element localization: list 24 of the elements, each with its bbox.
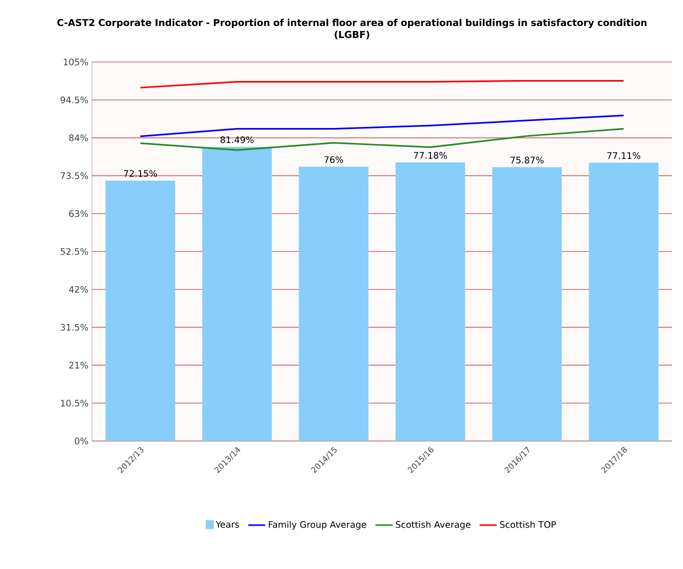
y-tick-label: 31.5%	[60, 324, 88, 331]
legend-label: Family Group Average	[268, 520, 366, 530]
data-label: 76%	[324, 156, 344, 163]
y-tick-label: 84%	[69, 134, 88, 142]
data-label: 75.87%	[510, 156, 544, 164]
y-tick-label: 21%	[69, 362, 88, 369]
line-series	[140, 114, 624, 138]
data-label: 72.15%	[124, 170, 157, 177]
y-tick-label: 63%	[69, 210, 88, 217]
legend-label: Scottish TOP	[500, 520, 556, 528]
data-label: 77.11%	[607, 152, 640, 159]
y-tick-label: 94.5%	[60, 96, 88, 104]
y-tick-label: 42%	[68, 286, 88, 293]
legend-label: Years	[216, 521, 239, 528]
data-label: 81.49%	[220, 136, 254, 144]
y-tick-label: 0%	[74, 438, 88, 444]
legend-label: Scottish Average	[396, 520, 470, 530]
data-label: 77.18%	[414, 152, 447, 159]
chart-title: C-AST2 Corporate Indicator - Proportion of internal floor area of operational buildings in satisfactory condition (LGBF)	[57, 18, 646, 40]
y-tick-label: 73.5%	[60, 172, 88, 180]
y-tick-label: 105%	[64, 58, 88, 66]
y-tick-label: 10.5%	[60, 400, 88, 406]
y-tick-label: 52.5%	[60, 248, 88, 255]
line-series	[140, 128, 624, 151]
